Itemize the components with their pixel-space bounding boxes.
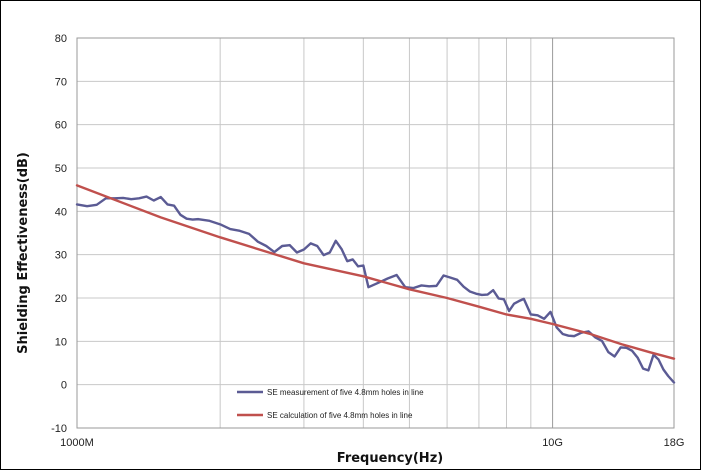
y-tick-label: 40: [55, 206, 67, 218]
y-tick-label: 70: [55, 76, 67, 88]
x-tick-label: 10G: [542, 437, 563, 449]
y-axis-title: Shielding Effectiveness(dB): [16, 152, 31, 354]
legend-label: SE calculation of five 4.8mm holes in li…: [267, 411, 413, 420]
y-tick-label: -10: [51, 423, 67, 435]
legend: SE measurement of five 4.8mm holes in li…: [237, 388, 424, 420]
x-tick-label: 1000M: [60, 437, 94, 449]
series-line-calculation: [75, 184, 676, 360]
y-tick-label: 80: [55, 33, 67, 45]
series-group: [75, 184, 676, 384]
legend-label: SE measurement of five 4.8mm holes in li…: [267, 388, 424, 397]
y-tick-label: 0: [61, 380, 67, 392]
y-tick-label: 60: [55, 120, 67, 132]
y-tick-label: 10: [55, 336, 67, 348]
grid-lines: [76, 37, 675, 429]
x-axis-ticks: 1000M 10G 18G: [60, 437, 684, 449]
plot-area: [76, 37, 675, 429]
y-tick-label: 20: [55, 293, 67, 305]
x-axis-title: Frequency(Hz): [337, 451, 443, 466]
y-tick-label: 30: [55, 250, 67, 262]
series-line-measurement: [75, 195, 676, 384]
y-tick-label: 50: [55, 163, 67, 175]
y-axis-ticks: -10 0 10 20 30 40 50 60 70 80: [51, 33, 67, 435]
x-tick-label: 18G: [664, 437, 685, 449]
